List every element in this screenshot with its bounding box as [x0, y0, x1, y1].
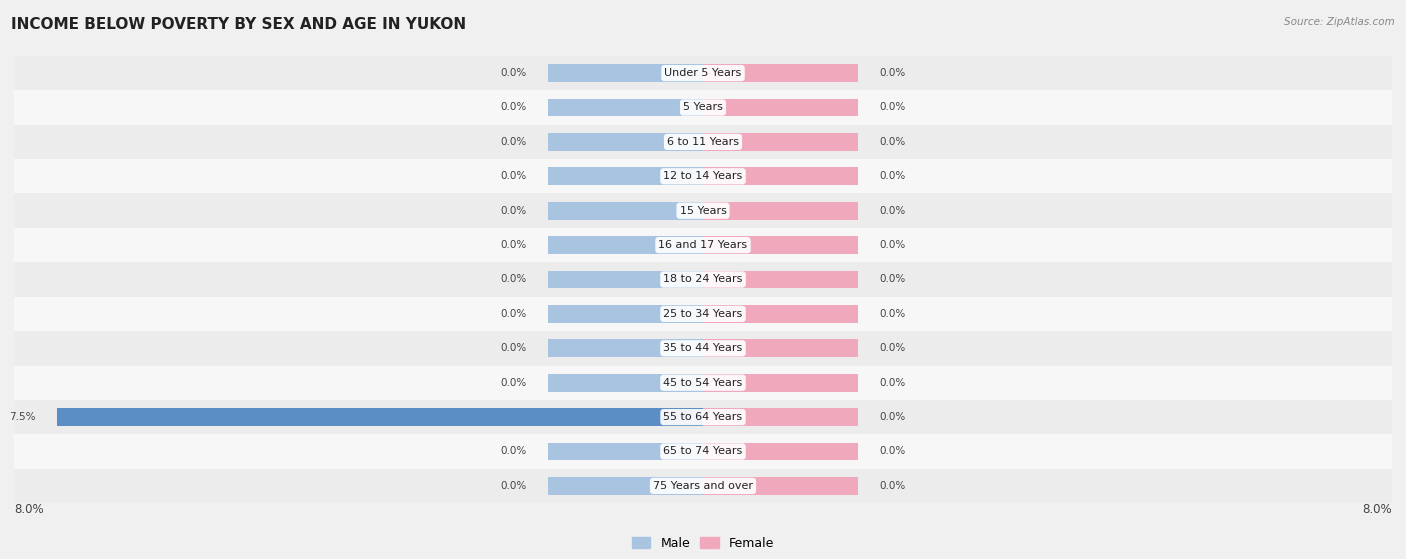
Bar — [14, 91, 1392, 125]
Text: 45 to 54 Years: 45 to 54 Years — [664, 378, 742, 388]
Text: 15 Years: 15 Years — [679, 206, 727, 216]
Bar — [703, 374, 858, 392]
Bar — [548, 374, 703, 392]
Text: 0.0%: 0.0% — [880, 447, 905, 457]
Text: 75 Years and over: 75 Years and over — [652, 481, 754, 491]
Text: 7.5%: 7.5% — [8, 412, 35, 422]
Text: 0.0%: 0.0% — [880, 343, 905, 353]
Bar — [14, 228, 1392, 262]
Text: 0.0%: 0.0% — [880, 102, 905, 112]
Bar — [703, 339, 858, 357]
Bar — [14, 262, 1392, 297]
Text: 0.0%: 0.0% — [880, 137, 905, 147]
Text: 0.0%: 0.0% — [880, 274, 905, 285]
Bar — [14, 297, 1392, 331]
Text: 0.0%: 0.0% — [501, 447, 526, 457]
Text: 0.0%: 0.0% — [501, 68, 526, 78]
Bar — [703, 64, 858, 82]
Bar — [58, 408, 703, 426]
Bar — [703, 271, 858, 288]
Bar — [548, 64, 703, 82]
Text: 0.0%: 0.0% — [501, 137, 526, 147]
Bar — [548, 443, 703, 461]
Text: 0.0%: 0.0% — [880, 481, 905, 491]
Text: 0.0%: 0.0% — [880, 240, 905, 250]
Text: 0.0%: 0.0% — [880, 378, 905, 388]
Text: 35 to 44 Years: 35 to 44 Years — [664, 343, 742, 353]
Bar — [548, 202, 703, 220]
Text: Under 5 Years: Under 5 Years — [665, 68, 741, 78]
Bar — [14, 400, 1392, 434]
Text: 8.0%: 8.0% — [14, 503, 44, 516]
Bar — [14, 468, 1392, 503]
Text: 0.0%: 0.0% — [501, 309, 526, 319]
Text: 5 Years: 5 Years — [683, 102, 723, 112]
Legend: Male, Female: Male, Female — [627, 532, 779, 555]
Bar — [703, 202, 858, 220]
Text: 65 to 74 Years: 65 to 74 Years — [664, 447, 742, 457]
Bar — [14, 366, 1392, 400]
Text: 6 to 11 Years: 6 to 11 Years — [666, 137, 740, 147]
Text: 0.0%: 0.0% — [501, 378, 526, 388]
Bar — [548, 133, 703, 151]
Bar — [548, 236, 703, 254]
Text: 0.0%: 0.0% — [501, 481, 526, 491]
Text: 0.0%: 0.0% — [880, 68, 905, 78]
Bar — [548, 167, 703, 185]
Text: 0.0%: 0.0% — [501, 240, 526, 250]
Text: 16 and 17 Years: 16 and 17 Years — [658, 240, 748, 250]
Bar — [703, 167, 858, 185]
Text: 12 to 14 Years: 12 to 14 Years — [664, 171, 742, 181]
Bar — [548, 339, 703, 357]
Text: 0.0%: 0.0% — [501, 171, 526, 181]
Text: 0.0%: 0.0% — [880, 171, 905, 181]
Bar — [703, 133, 858, 151]
Text: 0.0%: 0.0% — [501, 343, 526, 353]
Text: 0.0%: 0.0% — [501, 102, 526, 112]
Text: 0.0%: 0.0% — [880, 412, 905, 422]
Bar — [703, 408, 858, 426]
Bar — [548, 305, 703, 323]
Text: 0.0%: 0.0% — [501, 206, 526, 216]
Bar — [548, 477, 703, 495]
Text: 0.0%: 0.0% — [501, 274, 526, 285]
Text: 18 to 24 Years: 18 to 24 Years — [664, 274, 742, 285]
Text: 0.0%: 0.0% — [880, 309, 905, 319]
Bar — [703, 443, 858, 461]
Bar — [703, 477, 858, 495]
Text: Source: ZipAtlas.com: Source: ZipAtlas.com — [1284, 17, 1395, 27]
Bar — [14, 434, 1392, 468]
Bar — [14, 193, 1392, 228]
Bar — [703, 305, 858, 323]
Bar — [548, 271, 703, 288]
Text: 0.0%: 0.0% — [880, 206, 905, 216]
Bar — [14, 125, 1392, 159]
Text: 55 to 64 Years: 55 to 64 Years — [664, 412, 742, 422]
Bar — [14, 56, 1392, 91]
Bar — [703, 98, 858, 116]
Text: 8.0%: 8.0% — [1362, 503, 1392, 516]
Bar — [14, 331, 1392, 366]
Text: 25 to 34 Years: 25 to 34 Years — [664, 309, 742, 319]
Bar — [548, 98, 703, 116]
Bar — [703, 236, 858, 254]
Text: INCOME BELOW POVERTY BY SEX AND AGE IN YUKON: INCOME BELOW POVERTY BY SEX AND AGE IN Y… — [11, 17, 467, 32]
Bar — [14, 159, 1392, 193]
